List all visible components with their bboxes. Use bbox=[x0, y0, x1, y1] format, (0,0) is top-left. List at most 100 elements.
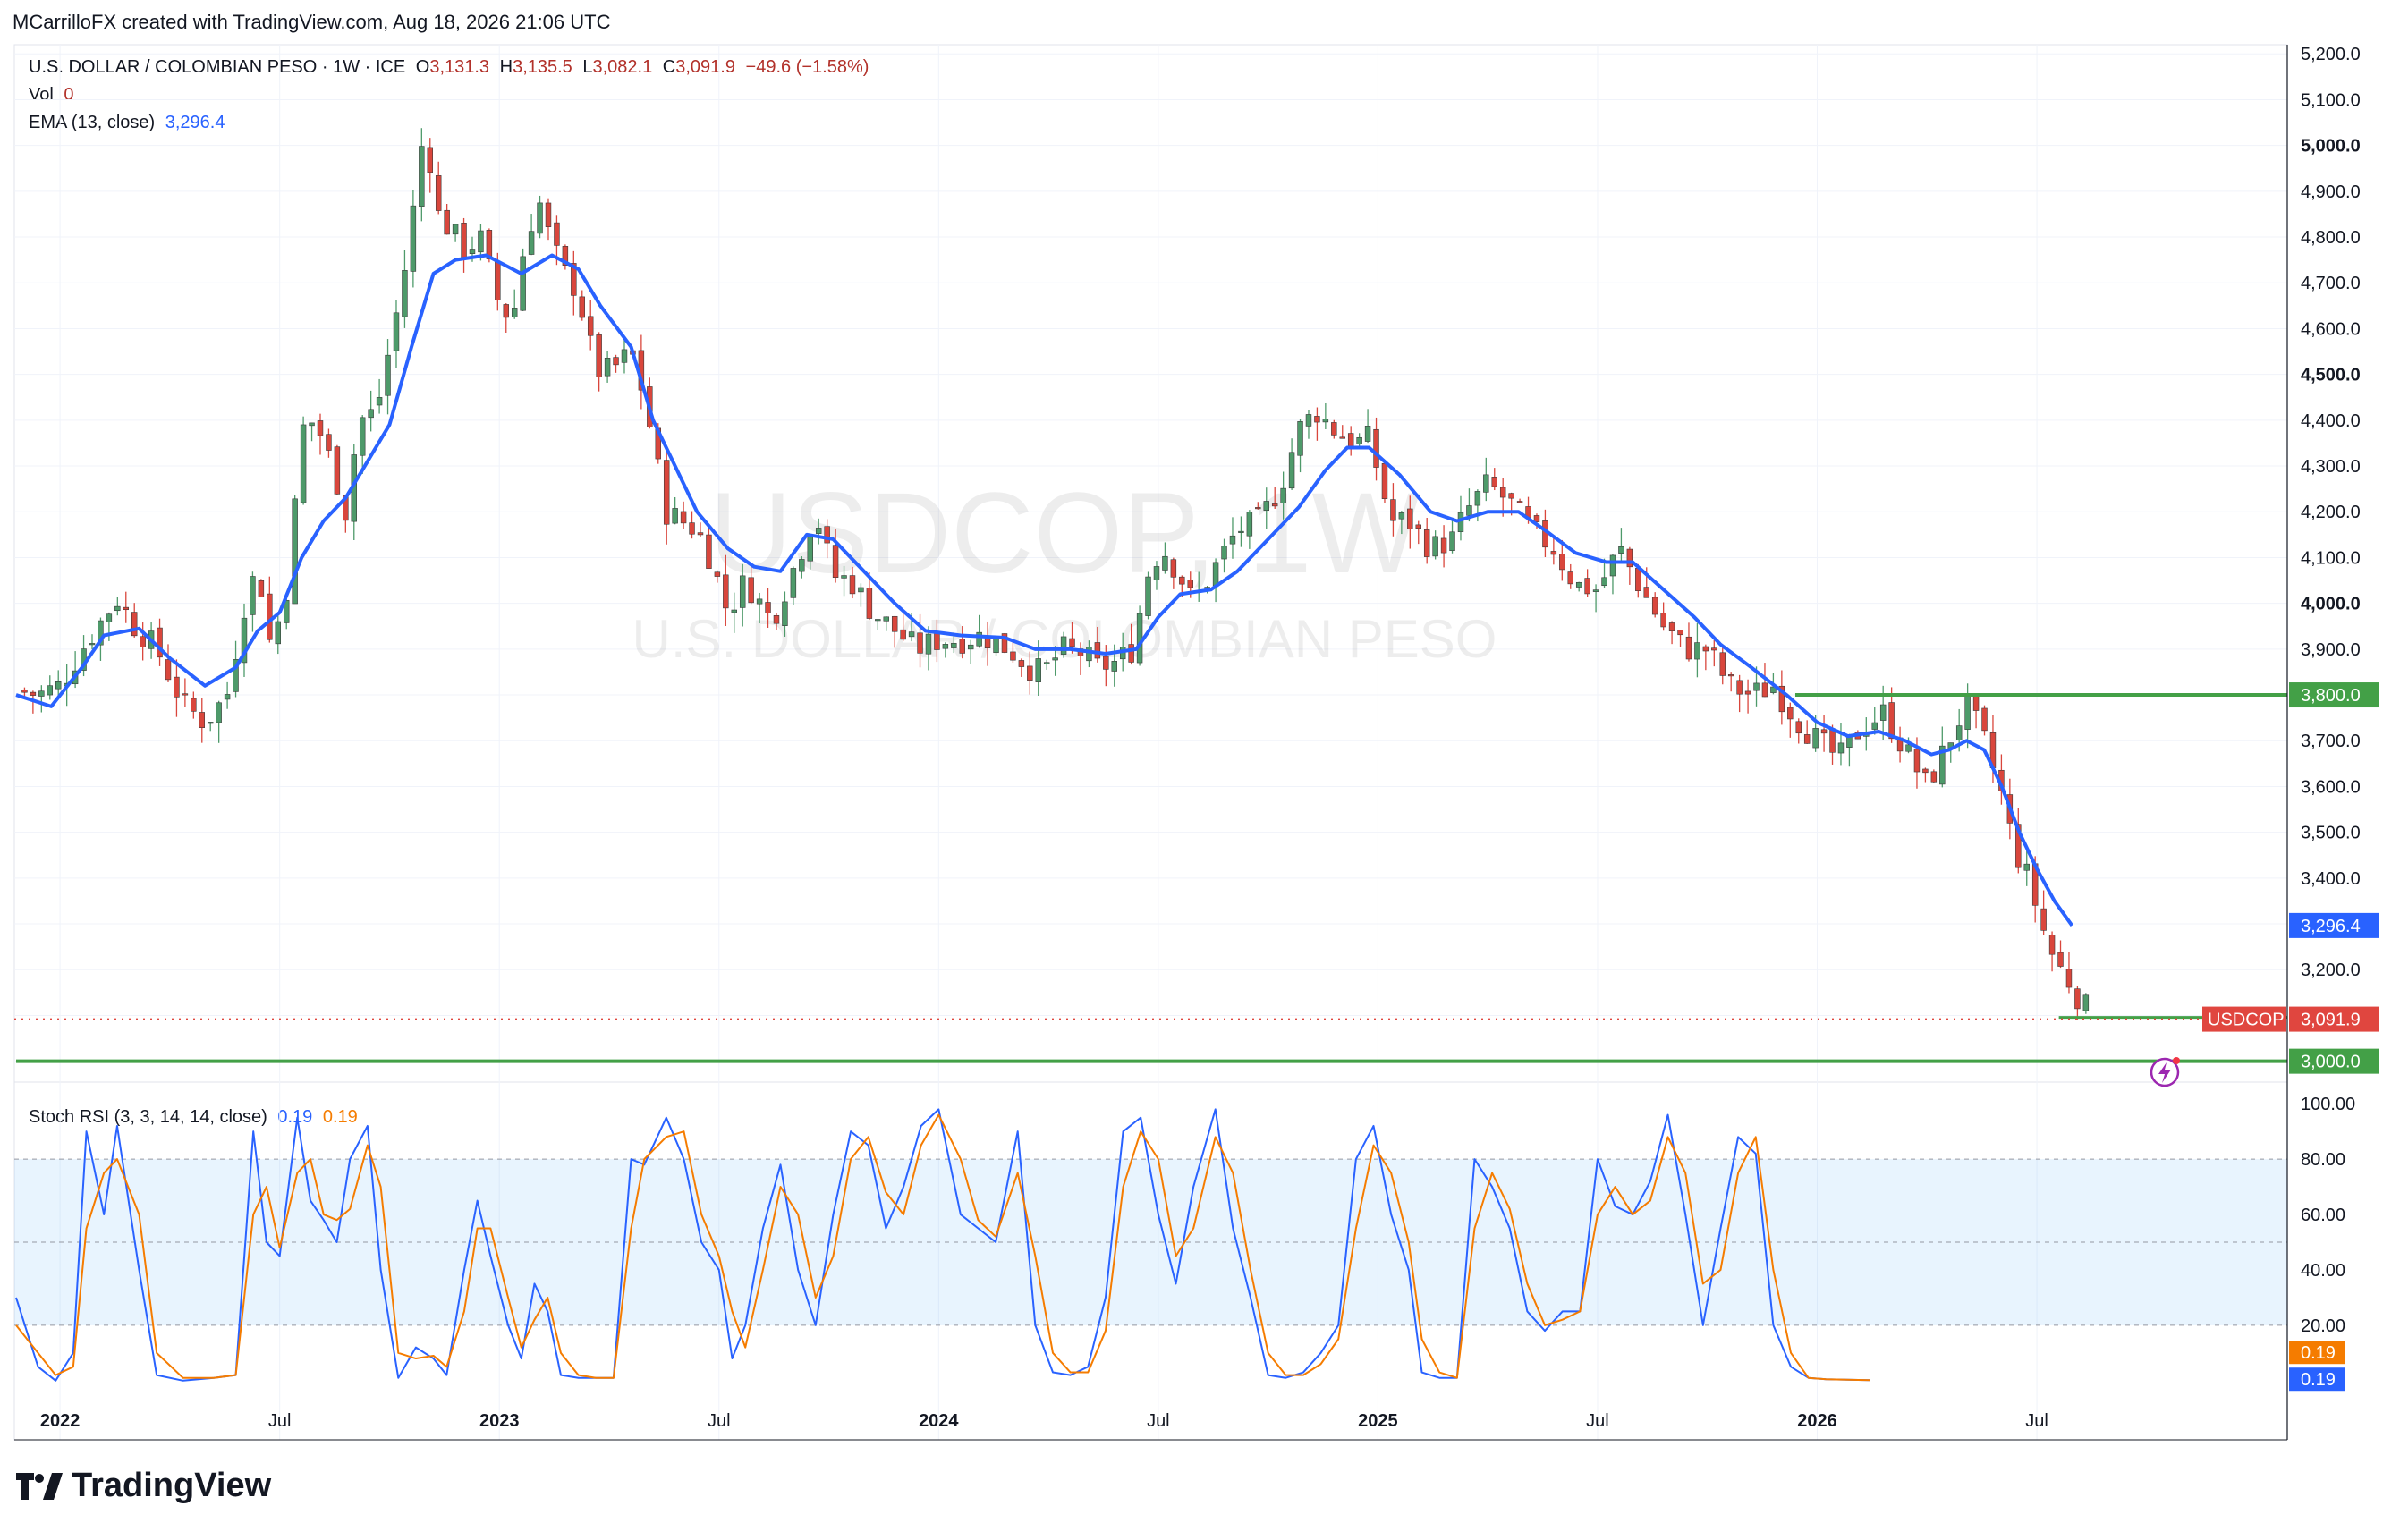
candle-body bbox=[419, 146, 425, 207]
candle-body bbox=[511, 308, 518, 317]
candle-body bbox=[680, 511, 687, 524]
candle-body bbox=[165, 659, 172, 681]
low-value: 3,082.1 bbox=[592, 57, 653, 77]
price-tick-label: 3,900.0 bbox=[2301, 640, 2361, 660]
candle-body bbox=[1331, 422, 1337, 436]
candle-body bbox=[799, 559, 805, 572]
candle-body bbox=[1955, 725, 1963, 740]
candle-body bbox=[1668, 622, 1675, 631]
candle-body bbox=[207, 722, 214, 724]
candle-body bbox=[858, 587, 864, 593]
candle-body bbox=[663, 460, 670, 525]
price-tick-label: 5,000.0 bbox=[2301, 137, 2361, 157]
candle-body bbox=[1035, 658, 1041, 682]
candle-body bbox=[1027, 665, 1033, 681]
candle-body bbox=[1018, 660, 1025, 667]
candle-body bbox=[267, 593, 273, 640]
price-tick-label: 4,800.0 bbox=[2301, 228, 2361, 248]
price-tick-label: 4,200.0 bbox=[2301, 503, 2361, 522]
candle-body bbox=[326, 434, 332, 451]
candle-body bbox=[292, 498, 298, 605]
candle-body bbox=[1145, 576, 1151, 616]
candle-body bbox=[182, 693, 189, 696]
candle-body bbox=[199, 712, 206, 728]
lightning-icon bbox=[2158, 1062, 2171, 1083]
symbol-legend: U.S. DOLLAR / COLOMBIAN PESO · 1W · ICE … bbox=[29, 57, 874, 78]
candle-body bbox=[2015, 824, 2022, 868]
candle-body bbox=[1069, 638, 1075, 647]
candle-body bbox=[1423, 529, 1430, 557]
tradingview-logo[interactable]: TradingView bbox=[16, 1467, 271, 1505]
candle-body bbox=[900, 629, 906, 640]
candle-body bbox=[376, 397, 383, 406]
candle-body bbox=[1322, 419, 1329, 423]
candle-body bbox=[714, 571, 721, 577]
candle-body bbox=[368, 409, 374, 419]
candle-body bbox=[1111, 661, 1117, 672]
candle-body bbox=[469, 249, 476, 255]
candle-body bbox=[1744, 690, 1751, 695]
candle-body bbox=[1381, 462, 1388, 500]
symbol-badge bbox=[2202, 1006, 2286, 1032]
high-label: H bbox=[499, 57, 513, 77]
stoch-legend[interactable]: Stoch RSI (3, 3, 14, 14, close) 0.19 0.1… bbox=[29, 1107, 363, 1128]
candle-body bbox=[1212, 562, 1219, 587]
candle-body bbox=[1609, 554, 1616, 577]
stoch-tick-label: 60.00 bbox=[2301, 1206, 2345, 1225]
time-tick-label: 2022 bbox=[40, 1411, 81, 1431]
candle-body bbox=[1651, 597, 1658, 615]
candle-body bbox=[604, 358, 611, 377]
candle-body bbox=[1221, 546, 1227, 560]
symbol-name[interactable]: U.S. DOLLAR / COLOMBIAN PESO · 1W · ICE bbox=[29, 57, 406, 77]
candle-body bbox=[756, 598, 763, 605]
candle-body bbox=[908, 631, 915, 638]
candle-body bbox=[1356, 436, 1362, 444]
candle-body bbox=[866, 588, 873, 619]
candle-body bbox=[1136, 613, 1143, 664]
candle-body bbox=[30, 691, 37, 696]
candle-body bbox=[1407, 508, 1413, 529]
candle-body bbox=[1398, 512, 1405, 520]
candle-body bbox=[1803, 734, 1811, 744]
alert-icon[interactable] bbox=[2150, 1057, 2180, 1087]
candle-body bbox=[157, 627, 163, 658]
candle-body bbox=[528, 231, 535, 255]
candle-body bbox=[1913, 749, 1921, 773]
candle-body bbox=[1364, 426, 1371, 442]
candle-body bbox=[672, 508, 678, 524]
alert-dot bbox=[2173, 1057, 2180, 1064]
candle-body bbox=[1060, 636, 1067, 655]
price-tick-label: 4,300.0 bbox=[2301, 457, 2361, 477]
stoch-k-badge bbox=[2289, 1367, 2345, 1392]
candle-body bbox=[47, 685, 54, 696]
candle-body bbox=[1390, 499, 1396, 521]
candle-body bbox=[739, 575, 746, 608]
candle-body bbox=[1829, 730, 1836, 753]
candle-body bbox=[1905, 744, 1912, 752]
candle-body bbox=[1812, 728, 1819, 749]
candle-body bbox=[1592, 589, 1599, 592]
candle-body bbox=[114, 605, 121, 612]
candle-body bbox=[1643, 587, 1649, 598]
candle-body bbox=[1981, 707, 1988, 732]
candle-body bbox=[1837, 742, 1845, 754]
price-tick-label: 5,200.0 bbox=[2301, 45, 2361, 64]
candle-body bbox=[1702, 646, 1709, 652]
time-tick-label: Jul bbox=[268, 1411, 292, 1431]
candle-body bbox=[748, 577, 754, 604]
price-tick-label: 4,900.0 bbox=[2301, 182, 2361, 202]
candle-body bbox=[216, 702, 222, 723]
time-tick-label: 2025 bbox=[1358, 1411, 1398, 1431]
candle-body bbox=[224, 694, 231, 700]
candle-body bbox=[275, 621, 282, 645]
candle-body bbox=[1314, 416, 1320, 423]
candle-body bbox=[1778, 685, 1785, 713]
stoch-tick-label: 80.00 bbox=[2301, 1150, 2345, 1170]
candle-body bbox=[1685, 636, 1692, 660]
candle-body bbox=[1187, 580, 1193, 588]
candle-body bbox=[258, 580, 265, 597]
candle-body bbox=[1474, 491, 1481, 506]
candle-body bbox=[1542, 520, 1548, 548]
candle-body bbox=[1711, 647, 1717, 651]
